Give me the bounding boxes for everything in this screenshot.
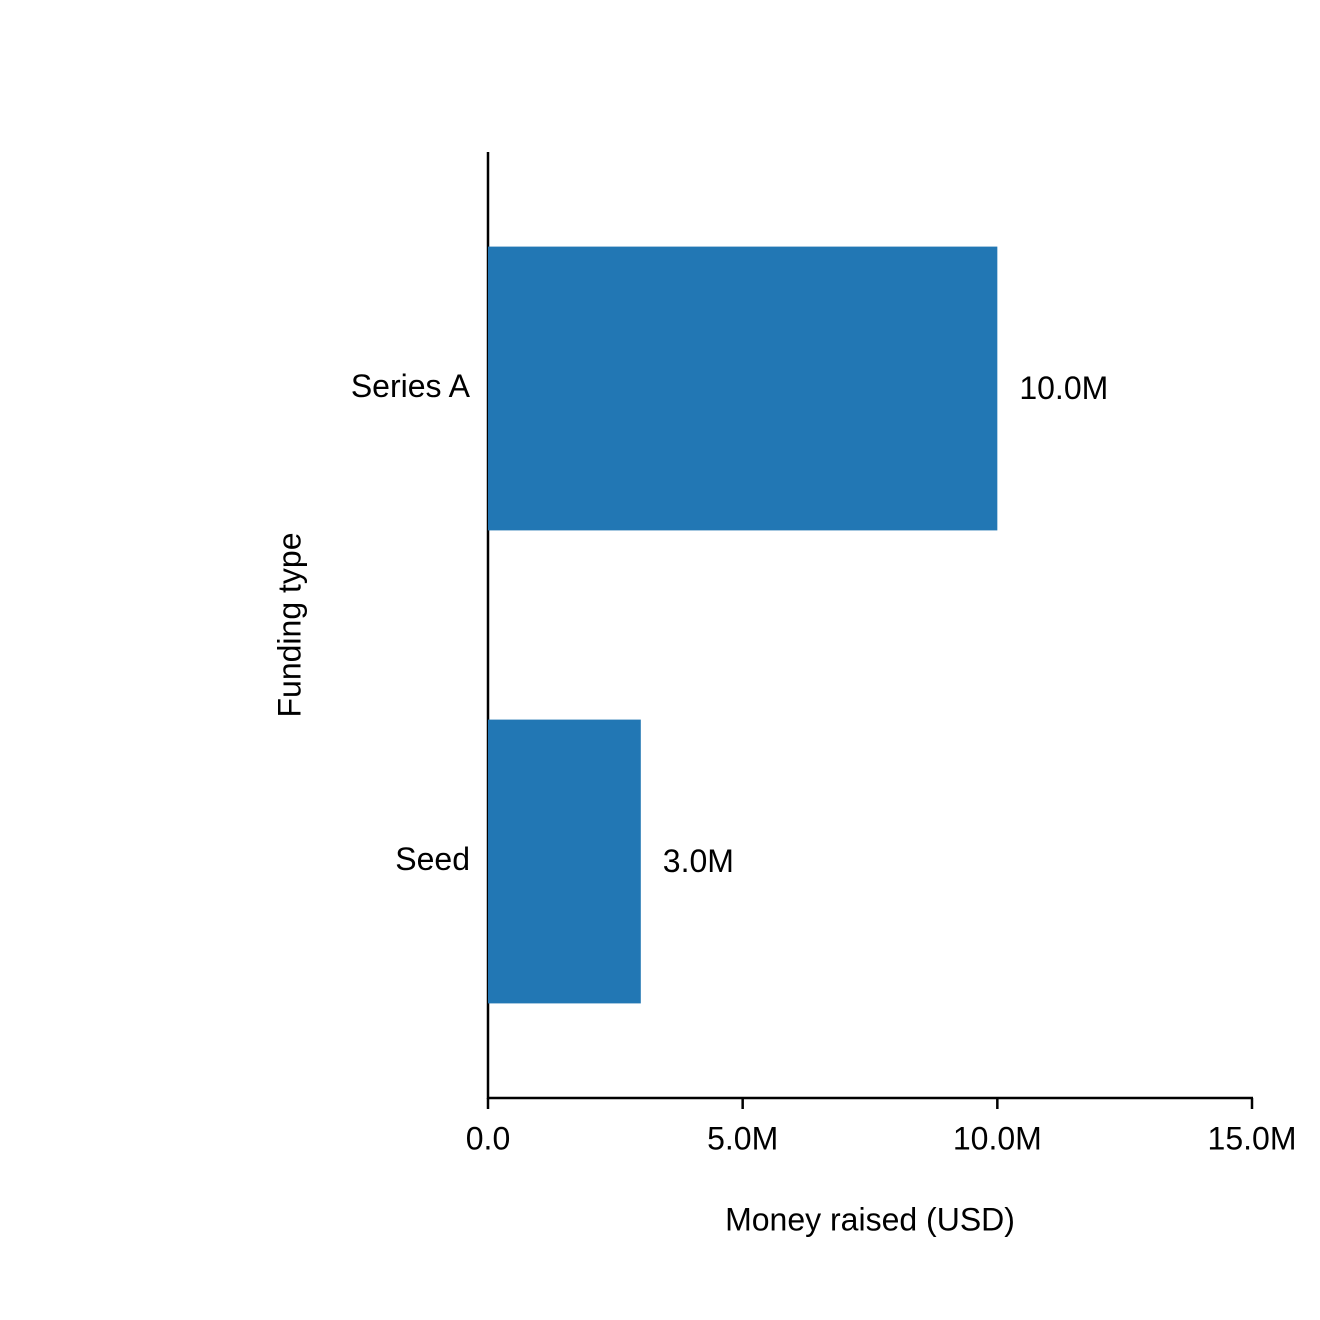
bar [488,719,641,1004]
bar [488,246,998,531]
value-label: 3.0M [663,843,734,879]
y-tick-label: Seed [395,841,470,877]
value-label: 10.0M [1019,370,1108,406]
x-tick-label: 10.0M [953,1120,1042,1156]
x-tick-label: 15.0M [1208,1120,1297,1156]
x-tick-label: 0.0 [466,1120,510,1156]
x-tick-label: 5.0M [707,1120,778,1156]
y-axis-label: Funding type [271,532,307,717]
y-tick-label: Series A [351,368,471,404]
x-axis-label: Money raised (USD) [725,1201,1015,1237]
